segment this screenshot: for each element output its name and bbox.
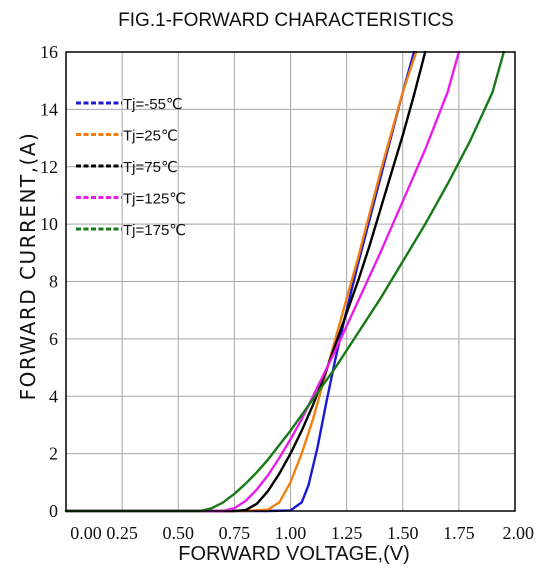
y-tick-label-6: 12 xyxy=(40,157,58,177)
legend-label-1: Tj=25℃ xyxy=(123,128,178,145)
legend-label-0: Tj=-55℃ xyxy=(123,96,183,113)
plot-frame xyxy=(65,51,516,512)
y-tick-label-0: 0 xyxy=(49,501,58,521)
x-axis-label: FORWARD VOLTAGE,(V) xyxy=(178,543,410,565)
x-tick-label-3: 0.75 xyxy=(219,523,251,543)
axis-ticks: 0.00 0.25 0.50 0.75 1.00 1.25 1.50 1.75 2.00 0 2 4 6… xyxy=(40,42,534,543)
y-tick-label-1: 2 xyxy=(49,444,58,464)
legend-label-3: Tj=125℃ xyxy=(123,191,186,208)
x-tick-label-6: 1.50 xyxy=(387,523,419,543)
series-line-4 xyxy=(64,50,505,513)
grid xyxy=(65,51,516,512)
x-tick-label-1: 0.25 xyxy=(106,523,138,543)
y-tick-label-3: 6 xyxy=(49,329,58,349)
y-tick-label-7: 14 xyxy=(40,99,58,119)
y-tick-label-2: 4 xyxy=(49,386,58,406)
y-tick-label-5: 10 xyxy=(40,214,58,234)
x-tick-label-4: 1.00 xyxy=(275,523,307,543)
y-tick-label-8: 16 xyxy=(40,42,58,62)
x-tick-label-5: 1.25 xyxy=(331,523,363,543)
x-tick-label-8: 2.00 xyxy=(503,523,535,543)
legend: Tj=-55℃ Tj=25℃ Tj=75℃ Tj=125℃ Tj=175℃ xyxy=(76,96,186,239)
y-axis-label: FORWARD CURRENT,(A) xyxy=(16,132,40,401)
x-tick-label-7: 1.75 xyxy=(443,523,475,543)
chart-title: FIG.1-FORWARD CHARACTERISTICS xyxy=(118,10,454,31)
legend-label-4: Tj=175℃ xyxy=(123,222,186,239)
x-tick-label-0: 0.00 xyxy=(70,523,102,543)
series-lines xyxy=(64,50,505,513)
x-tick-label-2: 0.50 xyxy=(163,523,195,543)
series-line-2 xyxy=(64,50,427,513)
legend-label-2: Tj=75℃ xyxy=(123,159,178,176)
y-tick-label-4: 8 xyxy=(49,272,58,292)
